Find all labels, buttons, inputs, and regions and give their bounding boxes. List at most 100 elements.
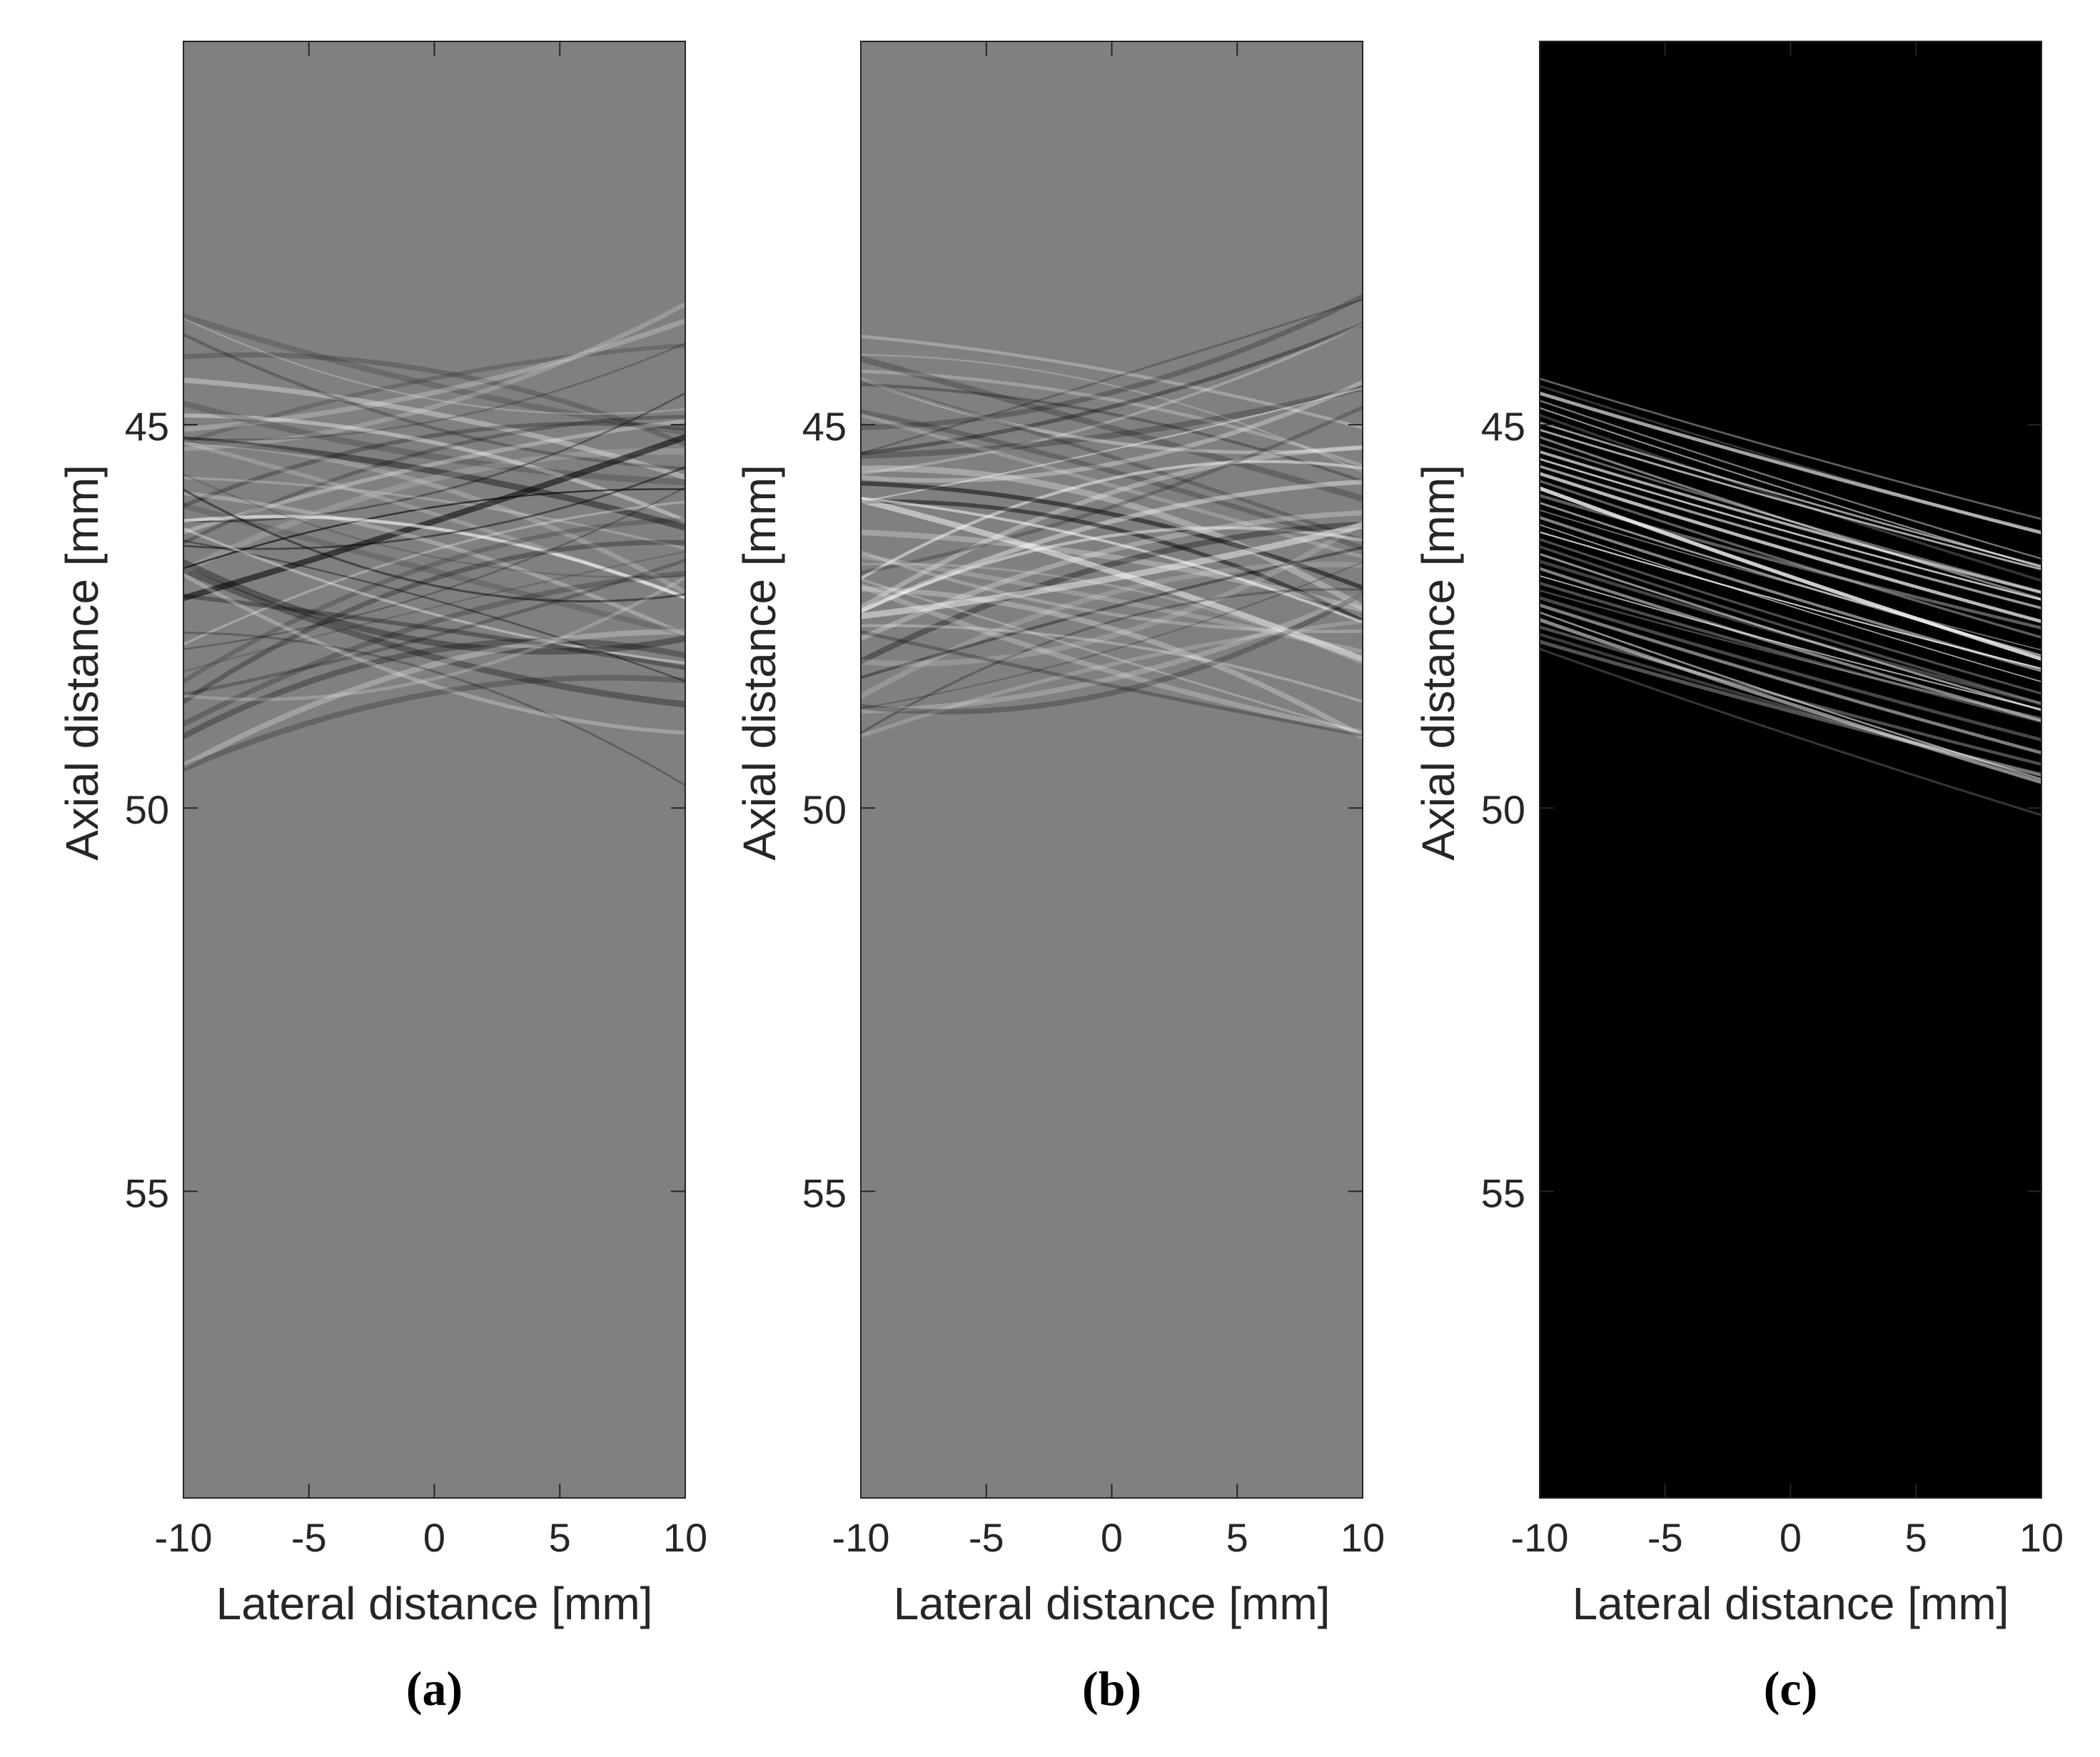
x-tick-label: -10 bbox=[1511, 1515, 1569, 1560]
wavefront-line bbox=[183, 466, 685, 550]
wavefront-line bbox=[183, 559, 685, 655]
x-tick-label: -10 bbox=[832, 1515, 890, 1560]
wavefront-line bbox=[1540, 603, 2041, 755]
wavefront-line bbox=[1540, 443, 2041, 593]
wavefront-line bbox=[183, 488, 685, 603]
wavefront-line bbox=[183, 413, 685, 522]
x-tick-label: -5 bbox=[1647, 1515, 1683, 1560]
wavefront-line bbox=[861, 380, 1363, 483]
wavefront-line bbox=[183, 629, 685, 769]
wavefront-line bbox=[1540, 559, 2041, 706]
wavefront-line bbox=[1540, 611, 2041, 781]
x-tick-label: -5 bbox=[969, 1515, 1004, 1560]
panel-3: -10 -5 0 5 10 45 50 55 Lateral distance [mm] Axia… bbox=[1413, 41, 2064, 1716]
wavefront-line bbox=[183, 550, 685, 673]
wavefront-line bbox=[183, 491, 685, 637]
wavefront-line bbox=[861, 591, 1363, 714]
wavefront-line bbox=[1540, 502, 2041, 657]
wavefront-line bbox=[861, 497, 1363, 662]
wavefront-line bbox=[1540, 538, 2041, 695]
x-tick-label: 5 bbox=[1226, 1515, 1248, 1560]
wavefront-line bbox=[183, 447, 685, 574]
wavefront-line bbox=[1540, 510, 2041, 651]
wavefront-line bbox=[861, 629, 1363, 737]
wavefront-line bbox=[861, 526, 1363, 613]
image-background bbox=[861, 41, 1363, 1498]
y-axis-label: Axial distance [mm] bbox=[734, 465, 785, 861]
y-axis-label: Axial distance [mm] bbox=[1413, 465, 1464, 861]
wavefront-line bbox=[861, 619, 1363, 739]
wavefront-line bbox=[1540, 647, 2041, 816]
wavefront-line bbox=[183, 488, 685, 569]
wavefront-line bbox=[861, 294, 1363, 430]
wavefront-line bbox=[861, 465, 1363, 611]
wavefront-line bbox=[183, 576, 685, 702]
wavefront-line bbox=[183, 392, 685, 523]
wavefront-line bbox=[861, 550, 1363, 634]
wavefront-line bbox=[1540, 480, 2041, 639]
wavefront-line bbox=[183, 421, 685, 508]
panel-caption: (b) bbox=[1082, 1661, 1141, 1716]
y-tick-label: 50 bbox=[1481, 787, 1525, 832]
wavefront-line bbox=[183, 638, 685, 739]
panel-1: -10 -5 0 5 10 45 50 55 Lateral distance [mm] Axia… bbox=[56, 41, 707, 1716]
wavefront-line bbox=[183, 473, 685, 579]
wavefront-line bbox=[861, 405, 1363, 574]
wavefront-line bbox=[861, 323, 1363, 456]
wavefront-line bbox=[1540, 414, 2041, 582]
wavefront-line bbox=[861, 586, 1363, 739]
wavefront-line bbox=[861, 481, 1363, 590]
wavefront-line bbox=[183, 476, 685, 550]
wavefront-line bbox=[1540, 582, 2041, 723]
panel-2: -10 -5 0 5 10 45 50 55 Lateral distance [mm] Axia… bbox=[734, 41, 1385, 1716]
wavefront-line bbox=[183, 439, 685, 594]
signal-band bbox=[1540, 378, 2041, 816]
wavefront-line bbox=[1540, 378, 2041, 520]
y-tick-label: 45 bbox=[802, 404, 847, 449]
panel-caption: (c) bbox=[1764, 1661, 1817, 1716]
wavefront-line bbox=[1540, 421, 2041, 567]
wavefront-line bbox=[861, 479, 1363, 614]
wavefront-line bbox=[183, 517, 685, 684]
wavefront-line bbox=[861, 334, 1363, 430]
wavefront-line bbox=[183, 436, 685, 531]
wavefront-line bbox=[183, 540, 685, 704]
wavefront-line bbox=[1540, 575, 2041, 710]
x-tick-label: -5 bbox=[291, 1515, 327, 1560]
wavefront-line bbox=[861, 409, 1363, 551]
x-tick-label: 10 bbox=[663, 1515, 707, 1560]
wavefront-line bbox=[183, 567, 685, 708]
x-tick-label: 5 bbox=[1905, 1515, 1927, 1560]
wavefront-line bbox=[861, 530, 1363, 613]
y-tick-label: 45 bbox=[1481, 404, 1525, 449]
wavefront-line bbox=[183, 333, 685, 470]
wavefront-line bbox=[183, 486, 685, 650]
x-tick-label: 5 bbox=[549, 1515, 571, 1560]
wavefront-line bbox=[861, 383, 1363, 483]
wavefront-line bbox=[183, 343, 685, 441]
wavefront-line bbox=[183, 570, 685, 727]
wavefront-line bbox=[861, 510, 1363, 642]
wavefront-line bbox=[183, 540, 685, 682]
wavefront-line bbox=[861, 520, 1363, 667]
wavefront-line bbox=[861, 562, 1363, 699]
wavefront-line bbox=[1540, 457, 2041, 601]
wavefront-line bbox=[861, 412, 1363, 559]
wavefront-line bbox=[1540, 391, 2041, 535]
wavefront-line bbox=[861, 323, 1363, 475]
image-background bbox=[1540, 41, 2041, 1498]
y-tick-label: 50 bbox=[802, 787, 847, 832]
wavefront-line bbox=[861, 578, 1363, 735]
wavefront-line bbox=[1540, 400, 2041, 560]
wavefront-line bbox=[861, 354, 1363, 473]
wavefront-line bbox=[1540, 545, 2041, 705]
x-tick-label: 0 bbox=[423, 1515, 445, 1560]
wavefront-line bbox=[861, 445, 1363, 610]
wavefront-line bbox=[861, 499, 1363, 623]
wavefront-line bbox=[861, 553, 1363, 654]
wavefront-line bbox=[1540, 465, 2041, 609]
wavefront-line bbox=[1540, 472, 2041, 624]
wavefront-line bbox=[183, 318, 685, 432]
wavefront-line bbox=[861, 385, 1363, 459]
